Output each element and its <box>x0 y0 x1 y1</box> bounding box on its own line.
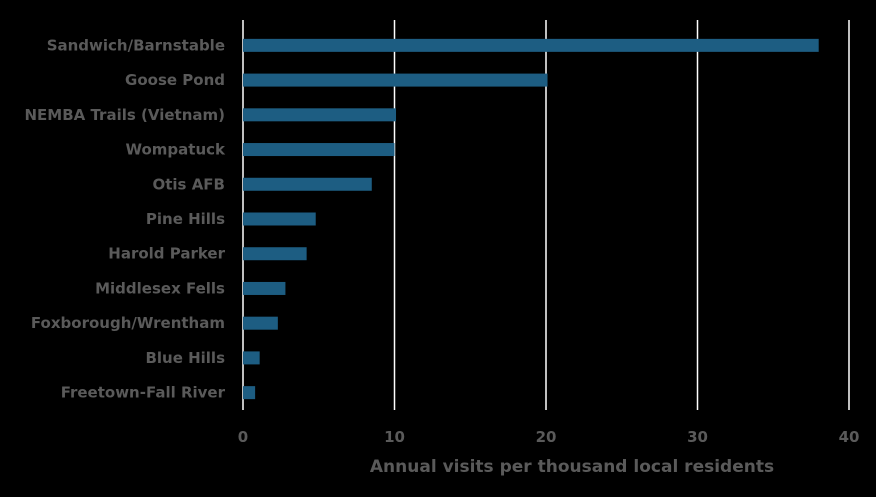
x-tick-label: 10 <box>384 428 405 446</box>
bar <box>243 351 260 365</box>
category-label: Harold Parker <box>108 245 225 263</box>
bar <box>243 386 256 400</box>
bar <box>243 247 307 261</box>
x-tick-label: 30 <box>687 428 708 446</box>
bar <box>243 143 395 157</box>
category-label: Freetown-Fall River <box>61 384 226 402</box>
bars <box>243 38 819 400</box>
bar <box>243 73 548 87</box>
x-tick-label: 40 <box>839 428 860 446</box>
bar <box>243 212 316 226</box>
bar <box>243 177 372 191</box>
category-label: Pine Hills <box>146 210 225 228</box>
bar <box>243 38 819 52</box>
category-labels: Sandwich/Barnstable Goose Pond NEMBA Trail… <box>24 36 226 401</box>
bar <box>243 108 397 122</box>
x-tick-label: 20 <box>536 428 557 446</box>
category-label: NEMBA Trails (Vietnam) <box>24 106 225 124</box>
x-tick-label: 0 <box>238 428 248 446</box>
bar <box>243 281 286 295</box>
category-label: Goose Pond <box>125 71 225 89</box>
category-label: Otis AFB <box>152 175 225 193</box>
x-axis-title: Annual visits per thousand local residen… <box>370 457 774 477</box>
category-label: Middlesex Fells <box>95 279 225 297</box>
category-label: Foxborough/Wrentham <box>31 314 225 332</box>
category-label: Wompatuck <box>125 141 226 159</box>
category-label: Blue Hills <box>145 349 225 367</box>
category-label: Sandwich/Barnstable <box>47 36 225 54</box>
x-tick-labels: 0 10 20 30 40 <box>238 428 860 446</box>
bar <box>243 316 278 330</box>
